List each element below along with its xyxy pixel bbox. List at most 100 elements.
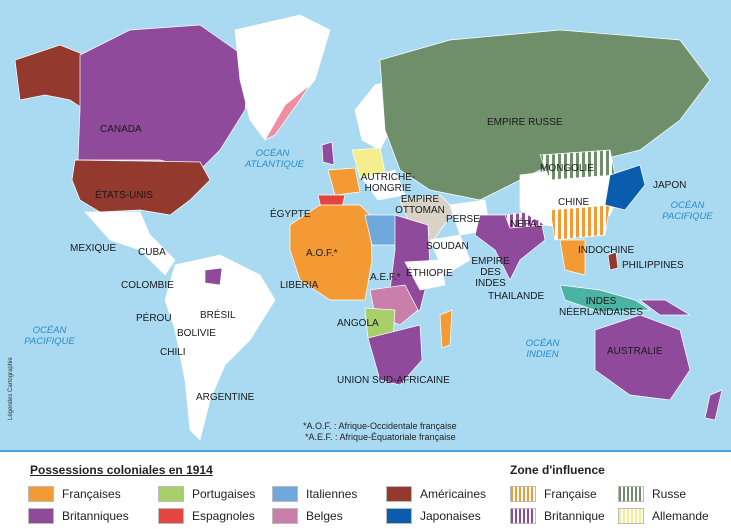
label-perou: PÉROU xyxy=(136,313,172,324)
label-soudan: SOUDAN xyxy=(426,241,469,252)
world-map: CANADA ÉTATS-UNIS MEXIQUE CUBA COLOMBIE … xyxy=(0,0,731,450)
ocean-pacifique-east: OCÉAN PACIFIQUE xyxy=(662,200,713,222)
legend-label: Britanniques xyxy=(62,509,129,523)
indonesia xyxy=(559,284,652,313)
legend-zone-item: Russe xyxy=(618,486,686,502)
legend-hatch-swatch xyxy=(618,486,644,502)
label-autriche-hongrie: AUTRICHE-HONGRIE xyxy=(360,172,416,194)
label-indes-neerlandaises: INDES NÉERLANDAISES xyxy=(559,296,643,318)
legend-swatch xyxy=(158,486,184,502)
label-angola: ANGOLA xyxy=(337,318,379,329)
china-fr-hatch xyxy=(549,204,611,241)
note-aef: *A.E.F. : Afrique-Équatoriale française xyxy=(305,432,456,442)
japan xyxy=(604,164,646,211)
legend-label: Japonaises xyxy=(420,509,481,523)
legend-label: Britannique xyxy=(544,509,605,523)
label-empire-des-indes: EMPIRE DES INDES xyxy=(471,256,510,289)
australia xyxy=(594,314,691,401)
legend-label: Françaises xyxy=(62,487,121,501)
ethiopia xyxy=(404,259,446,291)
label-chine: CHINE xyxy=(558,197,590,208)
ocean-indien: OCÉAN INDIEN xyxy=(525,338,560,360)
legend-label: Portugaises xyxy=(192,487,256,501)
label-argentine: ARGENTINE xyxy=(196,392,255,403)
greenland-coast xyxy=(264,84,311,141)
legend-swatch xyxy=(386,508,412,524)
label-ethiopie: ÉTHIOPIE xyxy=(406,268,453,279)
legend-item: Britanniques xyxy=(28,508,129,524)
france xyxy=(327,167,361,196)
legend-label: Allemande xyxy=(652,509,709,523)
legend-swatch xyxy=(272,508,298,524)
philippines xyxy=(607,251,619,271)
label-union-sud-africaine: UNION SUD-AFRICAINE xyxy=(337,375,450,386)
legend-item: Portugaises xyxy=(158,486,255,502)
legend-item: Japonaises xyxy=(386,508,481,524)
legend-swatch xyxy=(158,508,184,524)
legend-swatch xyxy=(272,486,298,502)
ocean-pacifique-west: OCÉAN PACIFIQUE xyxy=(24,325,75,347)
indochina xyxy=(559,239,586,276)
legend-zone-item: Britannique xyxy=(510,508,605,524)
legend: Possessions coloniales en 1914 Zone d'in… xyxy=(0,450,731,529)
ocean-atlantique: OCÉAN ATLANTIQUE xyxy=(245,148,304,170)
legend-hatch-swatch xyxy=(618,508,644,524)
label-aof: A.O.F.* xyxy=(306,248,338,259)
legend-item: Espagnoles xyxy=(158,508,255,524)
label-egypte: ÉGYPTE xyxy=(270,209,311,220)
label-australie: AUSTRALIE xyxy=(607,346,663,357)
label-mongolie: MONGOLIE xyxy=(540,163,594,174)
mexique xyxy=(84,211,176,276)
label-nepal: NÉPAL xyxy=(510,219,543,230)
legend-label: Américaines xyxy=(420,487,487,501)
legend-item: Françaises xyxy=(28,486,121,502)
legend-label: Espagnoles xyxy=(192,509,255,523)
new-guinea xyxy=(638,299,692,316)
label-empire-russe: EMPIRE RUSSE xyxy=(487,117,563,128)
label-perse: PERSE xyxy=(446,214,480,225)
madagascar xyxy=(439,309,453,349)
label-mexique: MEXIQUE xyxy=(70,243,117,254)
label-liberia: LIBERIA xyxy=(280,280,319,291)
legend-zone-item: Française xyxy=(510,486,597,502)
russia xyxy=(379,29,711,201)
legend-swatch xyxy=(28,508,54,524)
label-colombie: COLOMBIE xyxy=(121,280,174,291)
alaska xyxy=(14,44,86,111)
legend-hatch-swatch xyxy=(510,508,536,524)
label-chili: CHILI xyxy=(160,347,186,358)
legend-label: Française xyxy=(544,487,597,501)
label-empire-ottoman: EMPIRE OTTOMAN xyxy=(395,194,445,216)
label-usa: ÉTATS-UNIS xyxy=(95,190,153,201)
legend-zone-title: Zone d'influence xyxy=(510,463,605,477)
legend-item: Italiennes xyxy=(272,486,357,502)
legend-label: Russe xyxy=(652,487,687,501)
note-aof: *A.O.F. : Afrique-Occidentale française xyxy=(303,421,457,431)
southern-africa xyxy=(367,324,423,386)
label-cuba: CUBA xyxy=(138,247,166,258)
label-aef: A.E.F.* xyxy=(370,272,401,283)
legend-swatch xyxy=(28,486,54,502)
label-bresil: BRÉSIL xyxy=(200,310,236,321)
legend-possessions-title: Possessions coloniales en 1914 xyxy=(30,463,213,477)
legend-label: Italiennes xyxy=(306,487,358,501)
label-philippines: PHILIPPINES xyxy=(622,260,684,271)
label-canada: CANADA xyxy=(100,124,142,135)
canada xyxy=(77,24,251,171)
usa xyxy=(71,159,211,216)
label-indochine: INDOCHINE xyxy=(578,245,635,256)
guyanes xyxy=(204,267,223,286)
austria-hungary xyxy=(361,169,406,201)
label-bolivie: BOLIVIE xyxy=(177,328,216,339)
south-america xyxy=(164,254,276,441)
new-zealand xyxy=(704,389,723,421)
legend-hatch-swatch xyxy=(510,486,536,502)
label-thailande: THAILANDE xyxy=(488,291,545,302)
legend-label: Belges xyxy=(306,509,343,523)
label-japon: JAPON xyxy=(653,180,687,191)
uk xyxy=(321,141,335,166)
germany xyxy=(351,147,386,179)
legend-item: Américaines xyxy=(386,486,486,502)
credit: Légendes Cartographie xyxy=(8,357,14,420)
north-africa-fr xyxy=(289,204,373,301)
